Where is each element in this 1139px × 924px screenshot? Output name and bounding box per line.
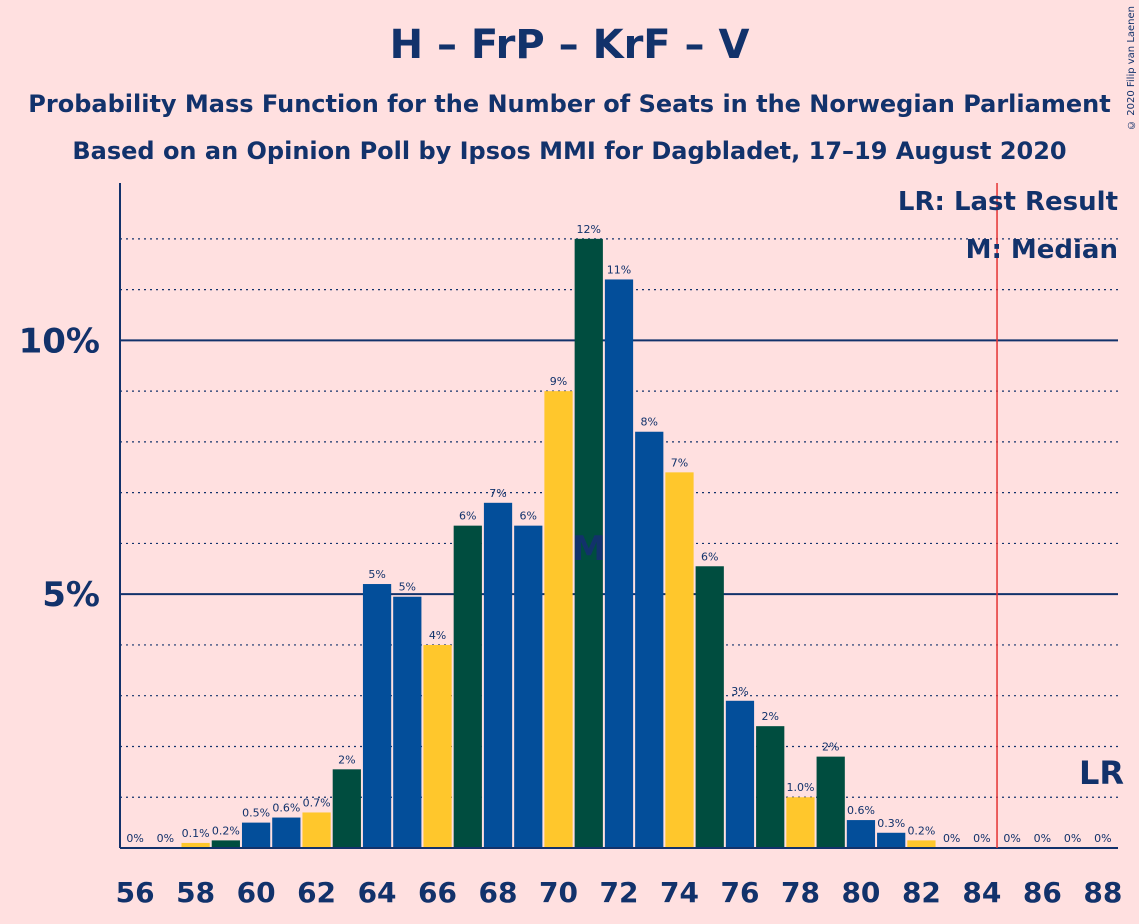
legend-median: M: Median xyxy=(966,235,1118,265)
legend-last-result: LR: Last Result xyxy=(898,187,1118,217)
bar-label-seat-56: 0% xyxy=(126,832,143,845)
chart-subtitle-2: Based on an Opinion Poll by Ipsos MMI fo… xyxy=(72,137,1067,165)
bar-seat-59 xyxy=(211,840,240,848)
bar-seat-78 xyxy=(786,797,815,848)
bar-label-seat-74: 7% xyxy=(671,456,688,469)
bar-seat-75 xyxy=(695,566,724,848)
bar-label-seat-79: 2% xyxy=(822,741,839,754)
x-tick-label: 78 xyxy=(781,876,820,909)
bar-seat-58 xyxy=(181,842,210,848)
x-tick-label: 62 xyxy=(297,876,336,909)
bar-seat-77 xyxy=(756,726,785,848)
bar-seat-66 xyxy=(423,644,452,848)
chart-subtitle: Probability Mass Function for the Number… xyxy=(28,90,1111,118)
bar-seat-82 xyxy=(907,840,936,848)
x-tick-label: 66 xyxy=(418,876,457,909)
bar-seat-76 xyxy=(725,700,755,848)
bar-seat-71 xyxy=(574,238,603,848)
bar-label-seat-63: 2% xyxy=(338,753,355,766)
bar-label-seat-68: 7% xyxy=(489,487,506,500)
bar-seat-65 xyxy=(393,596,422,848)
bar-label-seat-59: 0.2% xyxy=(212,824,240,837)
bar-seat-74 xyxy=(665,472,694,848)
bar-label-seat-64: 5% xyxy=(368,568,385,581)
bar-label-seat-69: 6% xyxy=(520,510,537,523)
x-tick-label: 88 xyxy=(1083,876,1122,909)
bar-label-seat-76: 3% xyxy=(731,685,748,698)
axes xyxy=(119,183,1118,849)
bar-label-seat-83: 0% xyxy=(943,832,960,845)
median-marker: M xyxy=(572,529,606,569)
bar-label-seat-62: 0.7% xyxy=(303,796,331,809)
bar-seat-70 xyxy=(544,391,573,848)
x-tick-label: 56 xyxy=(116,876,155,909)
bar-label-seat-86: 0% xyxy=(1034,832,1051,845)
bar-seat-68 xyxy=(483,502,513,848)
bar-label-seat-57: 0% xyxy=(157,832,174,845)
bar-label-seat-75: 6% xyxy=(701,550,718,563)
last-result-marker: LR xyxy=(1079,754,1124,792)
bar-label-seat-77: 2% xyxy=(761,710,778,723)
x-tick-label: 74 xyxy=(660,876,699,909)
x-tick-label: 60 xyxy=(237,876,276,909)
bar-label-seat-82: 0.2% xyxy=(907,824,935,837)
bar-seat-80 xyxy=(846,820,876,848)
bar-label-seat-78: 1.0% xyxy=(786,781,814,794)
x-tick-label: 58 xyxy=(176,876,215,909)
x-tick-label: 70 xyxy=(539,876,578,909)
bar-label-seat-84: 0% xyxy=(973,832,990,845)
bar-seat-67 xyxy=(453,525,482,848)
bar-seat-61 xyxy=(272,817,301,848)
bar-label-seat-71: 12% xyxy=(577,223,601,236)
bar-label-seat-58: 0.1% xyxy=(182,827,210,840)
bar-label-seat-88: 0% xyxy=(1094,832,1111,845)
bar-label-seat-73: 8% xyxy=(641,416,658,429)
bar-labels: 0% 0% 0.1% 0.2%0.5% 0.6% 0.7%2%5%5%4%6%7%6%9%… xyxy=(126,223,1111,845)
x-tick-label: 86 xyxy=(1023,876,1062,909)
bar-seat-60 xyxy=(241,822,271,848)
bar-label-seat-67: 6% xyxy=(459,510,476,523)
bar-label-seat-66: 4% xyxy=(429,629,446,642)
bar-label-seat-81: 0.3% xyxy=(877,817,905,830)
x-tick-label: 72 xyxy=(600,876,639,909)
bar-seat-73 xyxy=(635,431,664,848)
x-tick-label: 68 xyxy=(479,876,518,909)
bar-label-seat-85: 0% xyxy=(1003,832,1020,845)
y-tick-label: 10% xyxy=(19,321,100,361)
x-tick-label: 80 xyxy=(841,876,880,909)
bar-seat-81 xyxy=(877,832,906,848)
y-tick-labels: 5% 10% xyxy=(19,321,100,615)
bar-seat-69 xyxy=(514,525,543,848)
y-tick-label: 5% xyxy=(42,575,100,615)
bar-label-seat-87: 0% xyxy=(1064,832,1081,845)
bar-label-seat-72: 11% xyxy=(607,263,631,276)
bar-seat-64 xyxy=(362,584,392,848)
bar-seat-62 xyxy=(302,812,331,848)
bar-label-seat-70: 9% xyxy=(550,375,567,388)
x-tick-label: 82 xyxy=(902,876,941,909)
x-tick-label: 84 xyxy=(962,876,1001,909)
bar-label-seat-60: 0.5% xyxy=(242,807,270,820)
bar-label-seat-80: 0.6% xyxy=(847,804,875,817)
x-tick-labels: 56 58 60 62 64 66 68 70 72 74 76 78 80 82 84 86 88 xyxy=(116,876,1123,909)
bar-label-seat-65: 5% xyxy=(399,581,416,594)
x-tick-label: 64 xyxy=(358,876,397,909)
bar-label-seat-61: 0.6% xyxy=(272,802,300,815)
bar-seat-79 xyxy=(816,756,845,848)
bars xyxy=(181,238,936,848)
bar-seat-72 xyxy=(604,279,634,848)
bar-seat-63 xyxy=(332,769,361,848)
x-tick-label: 76 xyxy=(720,876,759,909)
chart-title: H – FrP – KrF – V xyxy=(389,22,750,68)
